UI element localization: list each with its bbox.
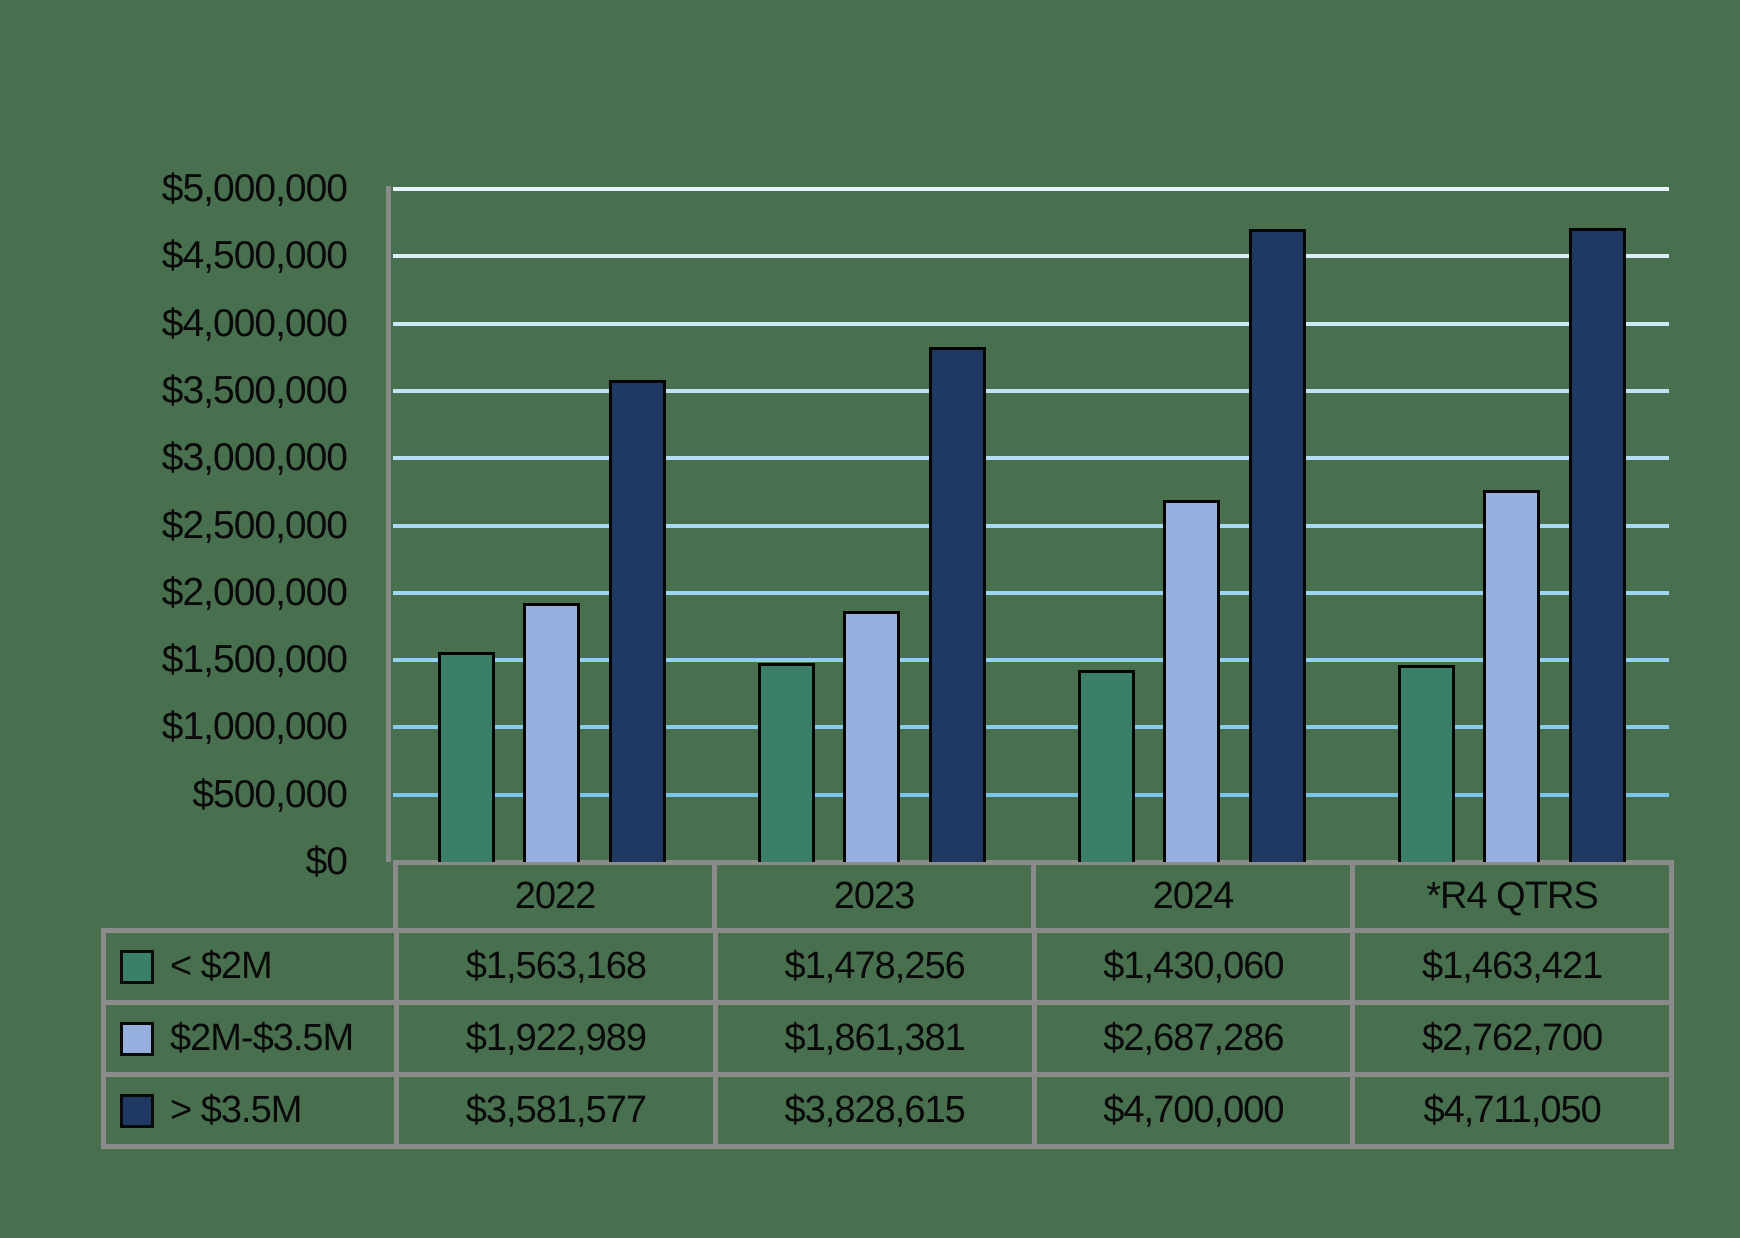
y-tick-label: $4,500,000 [161,234,348,278]
value-cell: $4,700,000 [1036,1077,1351,1144]
bar-35m-2024 [1248,229,1306,862]
gridline [393,187,1669,191]
gridline [393,388,1669,393]
legend-cell: > $3.5M [106,1077,394,1144]
gridline [393,321,1669,326]
y-tick-label: $3,500,000 [161,368,348,412]
legend-cell: < $2M [106,933,394,1000]
value-cell: $2,762,700 [1355,1005,1669,1072]
value-cell: $1,563,168 [399,933,713,1000]
legend-swatch-icon [120,1093,154,1128]
y-tick-label: $1,000,000 [161,705,348,749]
gridline [393,658,1669,663]
value-cell: $4,711,050 [1355,1077,1669,1144]
bar-2m35m-2023 [843,611,900,862]
y-tick-label: $5,000,000 [161,167,348,210]
year-header-cell: 2023 [717,865,1031,928]
y-tick-label: $2,500,000 [161,503,348,547]
value-cell: $2,687,286 [1036,1005,1351,1072]
year-header-cell: 2024 [1036,865,1350,928]
value-cell: $1,861,381 [717,1005,1032,1072]
gridline [393,590,1669,595]
bar-2m-2023 [757,663,815,862]
bar-2m35m-2024 [1163,500,1220,862]
legend-label: $2M-$3.5M [170,1017,354,1059]
y-tick-label: $1,500,000 [161,638,348,682]
data-table-header-row: 2022 2023 2024 *R4 QTRS [393,860,1674,928]
legend-swatch-icon [120,949,154,984]
legend-label: > $3.5M [170,1089,302,1131]
year-header-cell: *R4 QTRS [1355,865,1669,928]
bar-2m-2022 [437,651,495,862]
y-axis-line [386,186,391,862]
y-tick-label: $2,000,000 [161,570,348,614]
gridline [393,725,1669,730]
legend-cell: $2M-$3.5M [106,1005,394,1072]
value-cell: $1,922,989 [399,1005,713,1072]
value-cell: $1,478,256 [717,933,1032,1000]
gridline [393,254,1669,259]
bar-35m-2023 [928,346,986,862]
bar-2m35m-2022 [523,603,580,862]
value-cell: $3,828,615 [717,1077,1032,1144]
value-cell: $3,581,577 [399,1077,713,1144]
bar-2m-r4qtrs [1397,665,1455,862]
year-header-cell: 2022 [398,865,712,928]
plot-area [391,187,1669,862]
bar-2m-2024 [1077,669,1135,862]
legend-swatch-icon [120,1021,154,1056]
y-tick-label: $0 [305,840,348,883]
gridline [393,523,1669,528]
bar-2m35m-r4qtrs [1483,490,1540,862]
legend-label: < $2M [170,945,273,987]
bar-35m-2022 [608,379,666,862]
value-cell: $1,463,421 [1355,933,1669,1000]
y-tick-label: $4,000,000 [161,301,348,345]
y-tick-label: $3,000,000 [161,436,348,480]
y-tick-label: $500,000 [192,772,348,816]
data-table-body: < $2M $1,563,168 $1,478,256 $1,430,060 $1,46… [101,928,1674,1149]
value-cell: $1,430,060 [1036,933,1351,1000]
gridline [393,792,1669,797]
bar-35m-r4qtrs [1568,227,1626,862]
gridline [393,456,1669,461]
